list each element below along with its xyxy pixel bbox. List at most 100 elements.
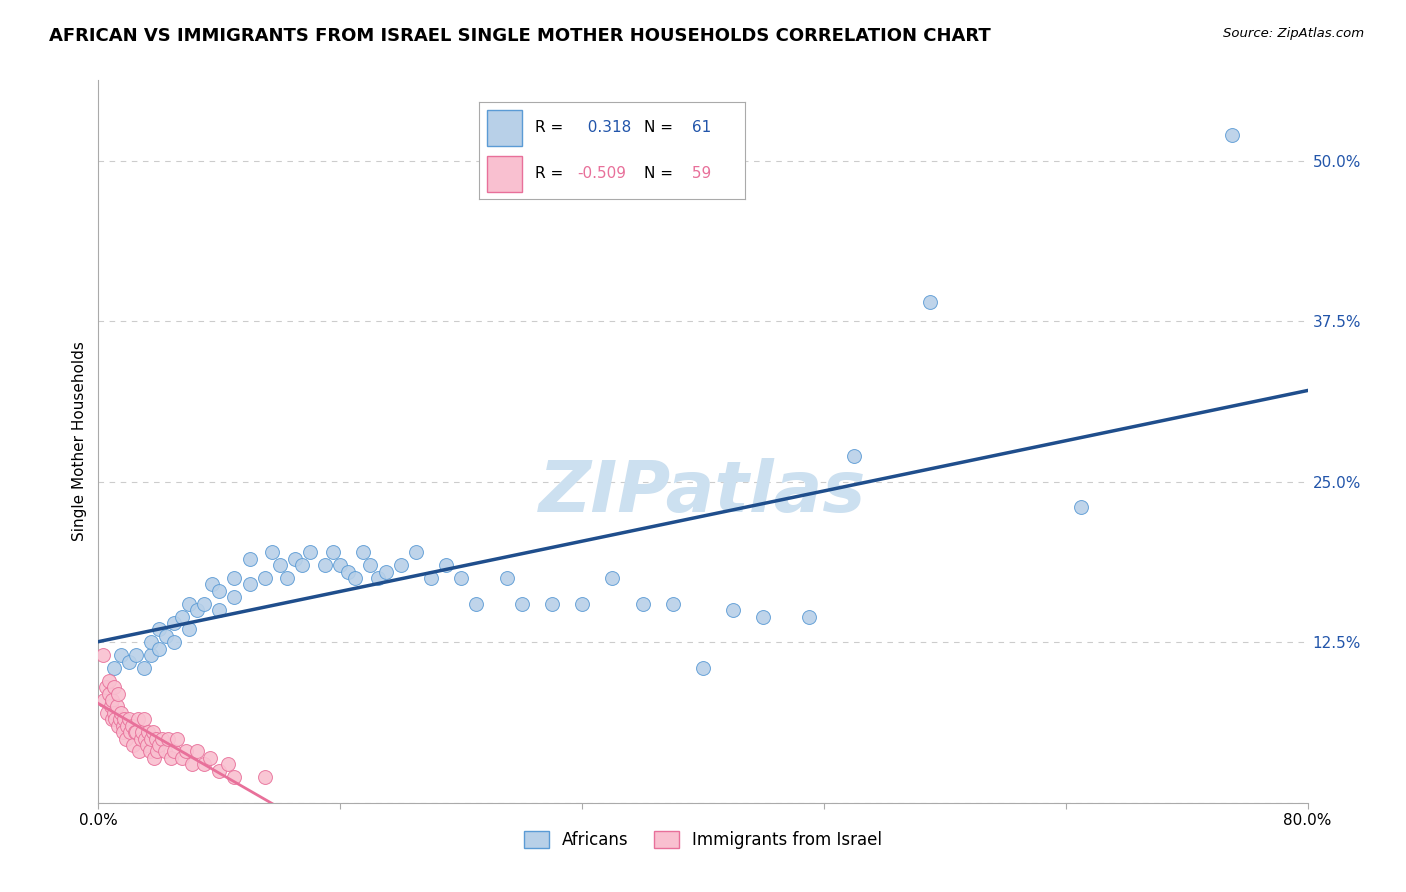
Point	[299, 545, 322, 559]
Point	[200, 751, 222, 765]
Point	[181, 757, 204, 772]
Point	[141, 648, 163, 662]
Point	[201, 577, 224, 591]
Point	[174, 744, 197, 758]
Point	[107, 687, 129, 701]
Point	[291, 558, 314, 573]
Point	[374, 565, 396, 579]
Point	[132, 712, 155, 726]
Point	[420, 571, 443, 585]
Point	[127, 712, 149, 726]
Point	[108, 712, 131, 726]
Point	[571, 597, 593, 611]
Point	[193, 597, 215, 611]
Point	[94, 680, 117, 694]
Point	[918, 294, 941, 309]
Point	[91, 648, 114, 662]
Point	[752, 609, 775, 624]
Point	[125, 725, 148, 739]
Point	[163, 615, 186, 630]
Point	[98, 673, 121, 688]
Point	[131, 725, 153, 739]
Point	[128, 744, 150, 758]
Point	[121, 719, 143, 733]
Point	[253, 770, 276, 784]
Point	[120, 725, 142, 739]
Point	[124, 725, 146, 739]
Point	[98, 687, 121, 701]
Point	[105, 699, 128, 714]
Point	[540, 597, 562, 611]
Point	[179, 597, 201, 611]
Point	[135, 738, 157, 752]
Point	[336, 565, 359, 579]
Point	[104, 712, 127, 726]
Point	[322, 545, 344, 559]
Point	[101, 712, 124, 726]
Point	[118, 655, 141, 669]
Point	[111, 719, 134, 733]
Point	[262, 545, 284, 559]
Point	[160, 751, 183, 765]
Point	[602, 571, 624, 585]
Text: ZIPatlas: ZIPatlas	[540, 458, 866, 526]
Point	[134, 731, 156, 746]
Point	[103, 661, 125, 675]
Point	[723, 603, 745, 617]
Point	[329, 558, 352, 573]
Text: Source: ZipAtlas.com: Source: ZipAtlas.com	[1223, 27, 1364, 40]
Point	[148, 641, 170, 656]
Point	[155, 629, 177, 643]
Point	[389, 558, 412, 573]
Point	[143, 751, 166, 765]
Point	[110, 648, 132, 662]
Point	[797, 609, 820, 624]
Point	[163, 744, 186, 758]
Point	[114, 731, 136, 746]
Point	[1220, 128, 1243, 142]
Point	[115, 719, 138, 733]
Point	[208, 764, 231, 778]
Point	[434, 558, 457, 573]
Point	[118, 712, 141, 726]
Point	[141, 731, 163, 746]
Point	[253, 571, 276, 585]
Point	[510, 597, 533, 611]
Point	[93, 693, 115, 707]
Point	[148, 623, 170, 637]
Point	[284, 551, 307, 566]
Point	[125, 648, 148, 662]
Point	[208, 583, 231, 598]
Point	[692, 661, 714, 675]
Point	[122, 738, 145, 752]
Point	[142, 725, 165, 739]
Point	[844, 449, 866, 463]
Point	[129, 731, 152, 746]
Point	[179, 623, 201, 637]
Point	[193, 757, 215, 772]
Point	[100, 699, 122, 714]
Point	[136, 725, 159, 739]
Point	[170, 751, 193, 765]
Point	[139, 744, 162, 758]
Legend: Africans, Immigrants from Israel: Africans, Immigrants from Israel	[517, 824, 889, 856]
Point	[166, 731, 188, 746]
Point	[101, 693, 124, 707]
Point	[465, 597, 488, 611]
Point	[224, 770, 246, 784]
Point	[132, 661, 155, 675]
Point	[217, 757, 239, 772]
Point	[239, 577, 262, 591]
Point	[661, 597, 683, 611]
Point	[153, 744, 176, 758]
Point	[170, 609, 193, 624]
Point	[224, 591, 246, 605]
Point	[405, 545, 427, 559]
Point	[110, 706, 132, 720]
Point	[208, 603, 231, 617]
Point	[148, 738, 170, 752]
Point	[224, 571, 246, 585]
Point	[352, 545, 374, 559]
Point	[146, 744, 169, 758]
Point	[450, 571, 472, 585]
